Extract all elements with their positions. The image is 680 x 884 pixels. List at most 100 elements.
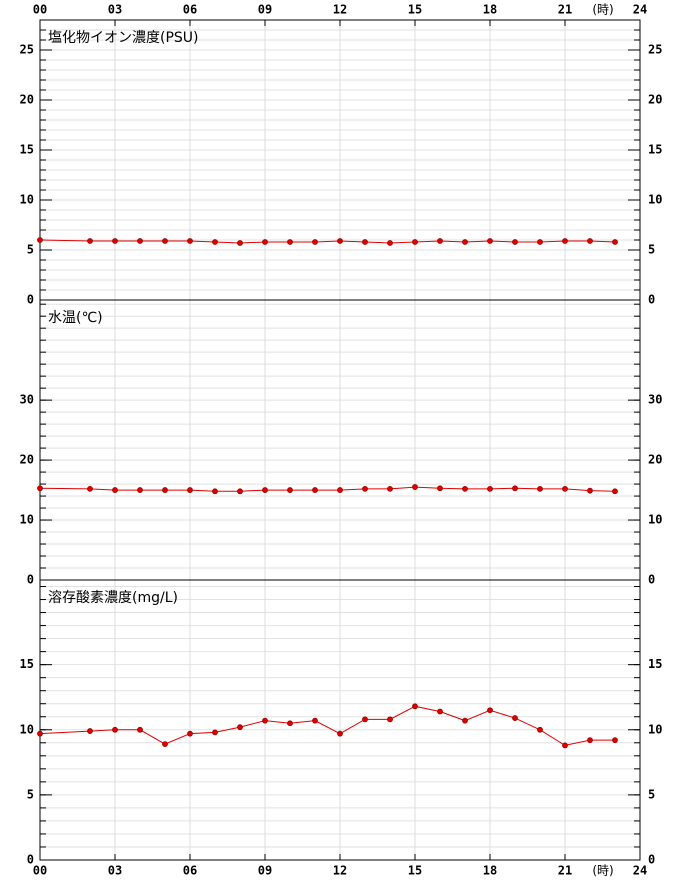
x-tick-label: 06 — [183, 864, 197, 878]
x-tick-label: 03 — [108, 3, 122, 17]
y-tick-label: 20 — [20, 453, 34, 467]
x-tick-label: 09 — [258, 864, 272, 878]
y-tick-label: 15 — [20, 143, 34, 157]
data-point — [312, 239, 318, 245]
x-tick-label: 03 — [108, 864, 122, 878]
x-tick-label: 24 — [633, 864, 647, 878]
data-point — [87, 485, 93, 492]
x-tick-label: 21 — [558, 3, 572, 17]
x-tick-label: 12 — [333, 3, 347, 17]
y-tick-label: 10 — [648, 513, 662, 527]
panel-title: 水温(℃) — [48, 310, 103, 326]
y-tick-label: 25 — [20, 43, 34, 57]
data-point — [237, 240, 243, 246]
y-tick-label: 0 — [648, 573, 655, 587]
y-tick-label: 20 — [648, 453, 662, 467]
data-point — [412, 484, 418, 490]
data-point — [437, 485, 443, 492]
data-point — [512, 239, 518, 245]
data-point — [337, 487, 343, 493]
data-point — [212, 729, 218, 736]
data-point — [412, 703, 418, 710]
data-point — [262, 487, 268, 493]
data-point — [162, 741, 168, 747]
x-tick-label: 00 — [33, 3, 47, 17]
y-tick-label: 5 — [27, 787, 34, 801]
data-line — [39, 486, 616, 492]
x-axis-label: (時) — [592, 3, 613, 17]
x-tick-label: 15 — [408, 864, 422, 878]
y-tick-label: 30 — [648, 393, 662, 407]
data-point — [537, 726, 543, 733]
data-point — [437, 238, 443, 244]
data-point — [487, 707, 493, 714]
y-tick-label: 20 — [648, 93, 662, 107]
data-point — [562, 238, 568, 244]
y-tick-label: 15 — [20, 657, 34, 671]
data-point — [412, 239, 418, 245]
y-tick-label: 5 — [648, 787, 655, 801]
data-point — [187, 730, 193, 737]
y-tick-label: 10 — [20, 193, 34, 207]
data-point — [262, 717, 268, 724]
data-point — [462, 485, 468, 492]
data-point — [237, 724, 243, 731]
data-point — [137, 487, 143, 493]
data-point — [587, 238, 593, 244]
data-point — [587, 487, 593, 494]
x-tick-label: 18 — [483, 864, 497, 878]
data-point — [437, 708, 443, 715]
y-tick-label: 10 — [20, 722, 34, 736]
data-point — [387, 716, 393, 723]
data-point — [362, 485, 368, 492]
data-point — [512, 715, 518, 721]
data-point — [487, 238, 493, 244]
y-tick-label: 10 — [648, 193, 662, 207]
data-point — [462, 717, 468, 724]
data-point — [512, 485, 518, 492]
x-tick-label: 00 — [33, 864, 47, 878]
data-point — [237, 488, 243, 495]
x-tick-label: 09 — [258, 3, 272, 17]
y-tick-label: 0 — [648, 853, 655, 867]
data-point — [612, 488, 618, 495]
data-point — [162, 238, 168, 244]
y-tick-label: 0 — [27, 293, 34, 307]
data-line — [39, 705, 615, 746]
data-point — [362, 716, 368, 723]
y-tick-label: 10 — [20, 513, 34, 527]
data-point — [112, 238, 118, 244]
x-tick-label: 15 — [408, 3, 422, 17]
data-point — [162, 487, 168, 493]
y-tick-label: 0 — [27, 573, 34, 587]
data-point — [612, 239, 618, 245]
data-point — [37, 485, 43, 492]
data-point — [337, 730, 343, 737]
data-point — [312, 717, 318, 724]
data-point — [287, 239, 293, 245]
data-point — [562, 742, 568, 749]
data-point — [212, 239, 218, 245]
panel-frame — [39, 579, 641, 861]
data-point — [87, 238, 93, 244]
y-tick-label: 0 — [648, 293, 655, 307]
data-point — [137, 726, 143, 733]
data-point — [137, 238, 143, 244]
x-tick-label: 21 — [558, 864, 572, 878]
panel-title: 塩化物イオン濃度(PSU) — [48, 30, 199, 46]
data-point — [537, 239, 543, 245]
y-tick-label: 25 — [648, 43, 662, 57]
data-point — [387, 485, 393, 492]
data-point — [112, 726, 118, 733]
data-point — [187, 238, 193, 244]
x-tick-label: 12 — [333, 864, 347, 878]
data-point — [337, 238, 343, 244]
y-tick-label: 5 — [648, 243, 655, 257]
data-point — [387, 240, 393, 246]
data-point — [37, 237, 43, 243]
x-axis-label: (時) — [592, 864, 613, 878]
y-tick-label: 5 — [27, 243, 34, 257]
data-point — [112, 487, 118, 493]
data-point — [562, 485, 568, 492]
